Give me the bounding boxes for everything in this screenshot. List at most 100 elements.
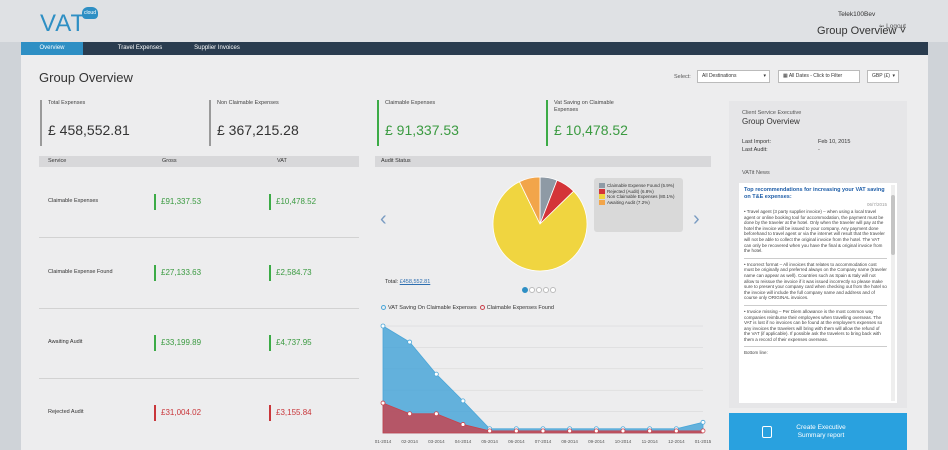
- row-vat: £10,478.52: [269, 194, 316, 210]
- carousel-dot[interactable]: [543, 287, 549, 293]
- divider: [744, 304, 887, 306]
- col-vat: VAT: [277, 158, 287, 164]
- legend-label: Non Claimable Expenses (80.1%): [607, 194, 675, 199]
- data-point[interactable]: [433, 411, 439, 417]
- x-tick-label: 05-2014: [481, 439, 498, 444]
- table-row[interactable]: Awaiting Audit £33,199.89 £4,737.95: [39, 309, 359, 379]
- series-marker: [381, 305, 386, 311]
- carousel-dot[interactable]: [529, 287, 535, 293]
- legend-item: Awaiting Audit (7.2%): [599, 199, 678, 206]
- legend-label: Awaiting Audit (7.2%): [607, 199, 650, 205]
- data-point[interactable]: [620, 428, 626, 434]
- divider: [744, 257, 887, 259]
- data-point[interactable]: [647, 428, 653, 434]
- destination-select[interactable]: All Destinations ▾: [697, 70, 770, 83]
- news-scrollbar[interactable]: [891, 185, 895, 401]
- stat-non-claimable: Non Claimable Expenses £ 367,215.28: [209, 100, 369, 146]
- table-row[interactable]: Claimable Expense Found £27,133.63 £2,58…: [39, 239, 359, 309]
- series-marker: [479, 305, 485, 311]
- tab-travel-expenses[interactable]: Travel Expenses: [117, 45, 163, 51]
- data-point[interactable]: [700, 428, 706, 434]
- legend-swatch: [599, 199, 605, 205]
- logout-label: Logout: [886, 23, 906, 30]
- data-point[interactable]: [700, 419, 706, 425]
- currency-value: GBP (£): [872, 73, 890, 79]
- news-feed[interactable]: Top recommendations for increasing your …: [739, 183, 897, 403]
- stat-label: Non Claimable Expenses: [217, 100, 279, 106]
- row-gross: £31,004.02: [154, 405, 201, 421]
- legend-swatch: [599, 188, 605, 194]
- data-point[interactable]: [380, 323, 386, 329]
- tab-supplier-invoices[interactable]: Supplier Invoices: [194, 45, 240, 51]
- sidebar-title: Group Overview: [742, 117, 800, 126]
- last-audit-label: Last Audit:: [742, 147, 768, 153]
- data-point[interactable]: [433, 371, 439, 377]
- legend-swatch: [599, 183, 605, 188]
- stat-value: £ 458,552.81: [48, 122, 130, 138]
- audit-status-title: Audit Status: [375, 156, 711, 167]
- data-point[interactable]: [593, 428, 599, 434]
- legend-label: Claimable Expenses Found: [486, 305, 554, 311]
- page-title: Group Overview: [39, 70, 133, 85]
- date-filter[interactable]: ▦ All Dates - Click to Filter: [778, 70, 860, 83]
- row-vat: £4,737.95: [269, 335, 312, 351]
- stat-total-expenses: Total Expenses £ 458,552.81: [40, 100, 200, 146]
- destination-value: All Destinations: [702, 73, 737, 79]
- table-row[interactable]: Claimable Expenses £91,337.53 £10,478.52: [39, 168, 359, 238]
- carousel-dot[interactable]: [536, 287, 542, 293]
- row-service: Claimable Expenses: [48, 198, 99, 204]
- legend-item: Non Claimable Expenses (80.1%): [599, 194, 678, 200]
- x-tick-label: 09-2014: [588, 439, 605, 444]
- carousel-dots: [522, 280, 557, 298]
- x-tick-label: 07-2014: [535, 439, 552, 444]
- document-icon: [762, 426, 772, 438]
- data-point[interactable]: [460, 398, 466, 404]
- table-row[interactable]: Rejected Audit £31,004.02 £3,155.84: [39, 379, 359, 449]
- audit-total-link[interactable]: £458,552.81: [399, 279, 431, 285]
- data-point[interactable]: [407, 411, 413, 417]
- legend-label: Rejected (Audit) (6.8%): [607, 188, 654, 194]
- row-vat: £2,584.73: [269, 265, 312, 281]
- data-point[interactable]: [460, 422, 466, 427]
- vat-logo[interactable]: VAT: [40, 10, 87, 37]
- data-point[interactable]: [513, 428, 519, 434]
- vat-chart-legend: VAT Saving On Claimable Expenses Claimab…: [381, 305, 554, 311]
- chevron-left-icon[interactable]: ‹: [380, 208, 387, 230]
- page-switcher[interactable]: Group Overview ˅: [817, 25, 906, 37]
- tab-overview[interactable]: Overview: [21, 42, 83, 55]
- data-point[interactable]: [567, 428, 573, 434]
- row-gross: £91,337.53: [154, 194, 201, 210]
- currency-select[interactable]: GBP (£) ▾: [867, 70, 899, 83]
- last-audit-value: -: [818, 147, 820, 153]
- audit-pie-chart: [492, 176, 588, 272]
- pie-slice[interactable]: [492, 181, 588, 272]
- carousel-dot[interactable]: [522, 287, 528, 293]
- row-service: Rejected Audit: [48, 409, 84, 415]
- last-import-label: Last Import:: [742, 139, 772, 145]
- data-point[interactable]: [407, 339, 413, 345]
- legend-label: VAT Saving On Claimable Expenses: [388, 305, 477, 311]
- stat-vat-saving: Vat Saving on Claimable Expenses £ 10,47…: [546, 100, 636, 146]
- x-tick-label: 08-2014: [561, 439, 578, 444]
- news-title: Top recommendations for increasing your …: [744, 187, 885, 200]
- logout-link[interactable]: ⇦ Logout: [879, 22, 906, 30]
- chevron-right-icon[interactable]: ›: [693, 208, 700, 230]
- create-summary-button[interactable]: Create Executive Summary report: [729, 413, 907, 450]
- cloud-badge-icon: cloud: [82, 7, 98, 19]
- row-service: Claimable Expense Found: [48, 269, 113, 275]
- row-gross: £33,199.89: [154, 335, 201, 351]
- scroll-thumb[interactable]: [891, 195, 895, 255]
- stat-value: £ 10,478.52: [554, 122, 628, 138]
- data-point[interactable]: [673, 428, 679, 434]
- vat-saving-card: VAT Saving On Claimable Expenses Claimab…: [375, 302, 711, 450]
- stat-label: Vat Saving on Claimable Expenses: [554, 100, 614, 113]
- data-point[interactable]: [540, 428, 546, 434]
- pie-slice[interactable]: [518, 176, 541, 225]
- legend-item: Claimable Expense Found (5.9%): [599, 183, 678, 189]
- sidebar-role: Client Service Executive: [742, 110, 802, 116]
- carousel-dot[interactable]: [550, 287, 556, 293]
- data-point[interactable]: [380, 400, 386, 406]
- stat-label: Claimable Expenses: [385, 100, 436, 106]
- last-import-value: Feb 10, 2015: [818, 139, 851, 145]
- data-point[interactable]: [487, 428, 493, 434]
